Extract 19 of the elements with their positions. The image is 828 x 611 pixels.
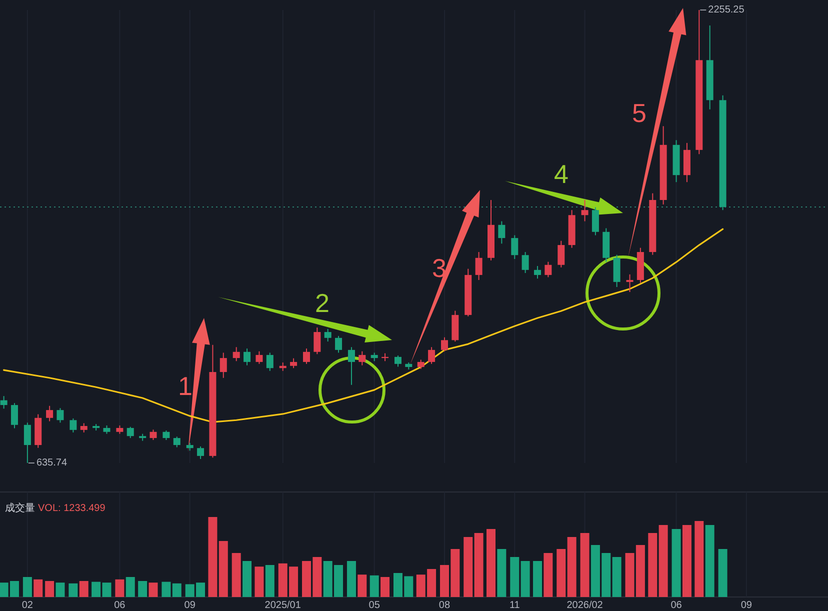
annotation: 4 — [554, 159, 568, 189]
chart-title: 成交量 — [5, 502, 35, 514]
annotation: 2 — [315, 288, 330, 318]
x-tick-label: 06 — [670, 600, 682, 611]
annotation: 635.74 — [36, 458, 68, 468]
text: VOL: 1233.499 — [38, 503, 106, 514]
x-tick-label: 06 — [114, 600, 126, 611]
annotation: 5 — [632, 98, 646, 128]
x-tick-label: 11 — [509, 600, 520, 611]
x-tick-label: 2026/02 — [566, 600, 604, 611]
x-tick-label: 05 — [368, 600, 380, 611]
x-tick-label: 08 — [438, 600, 450, 611]
x-tick-label: 2025/01 — [264, 600, 302, 611]
x-tick-label: 09 — [184, 600, 196, 611]
x-tick-label: 09 — [740, 600, 752, 611]
annotation: 3 — [432, 253, 446, 283]
annotation: 2255.25 — [708, 4, 745, 16]
annotation: 1 — [178, 371, 192, 401]
x-tick-label: 02 — [22, 600, 34, 611]
